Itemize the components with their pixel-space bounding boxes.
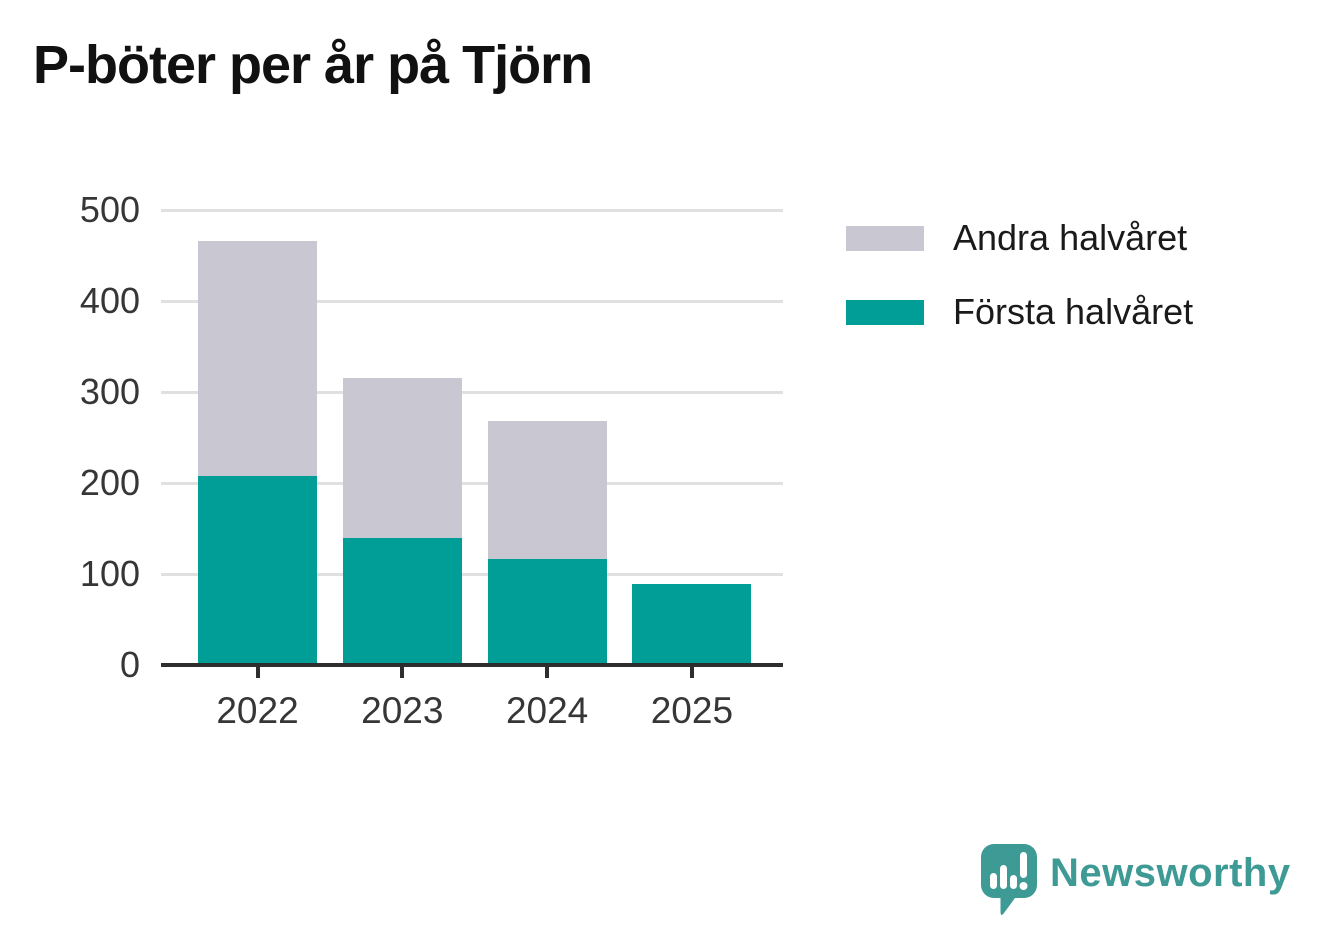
bar-segment-2024 (487, 421, 607, 560)
x-axis-tick (689, 667, 694, 678)
x-axis-tick-label: 2025 (650, 690, 734, 731)
bar-segment-2023 (342, 537, 462, 665)
bar-segment-2022 (198, 475, 317, 665)
brand-footer: Newsworthy (980, 843, 1291, 917)
gridline (161, 572, 783, 576)
x-axis-tick (545, 667, 550, 678)
newsworthy-logo-icon (981, 844, 1037, 915)
y-axis-tick-label: 300 (79, 371, 140, 412)
gridline (161, 390, 783, 394)
y-axis-tick-label: 500 (79, 189, 140, 230)
y-axis-tick-label: 400 (79, 280, 140, 321)
legend-label: Andra halvåret (953, 217, 1188, 258)
x-axis-tick-label: 2023 (361, 690, 444, 731)
chart-title: P-böter per år på Tjörn (33, 35, 593, 95)
y-axis-tick-label: 100 (79, 553, 140, 594)
legend-item: Andra halvåret (846, 217, 1193, 259)
bar-segment-2024 (487, 559, 607, 665)
legend-swatch (846, 299, 924, 325)
gridline (161, 299, 783, 303)
y-axis-tick-label: 0 (119, 644, 140, 685)
brand-name: Newsworthy (1050, 851, 1291, 895)
legend-label: Första halvåret (953, 291, 1194, 332)
x-axis-tick (400, 667, 405, 678)
y-axis-tick-label: 200 (79, 462, 140, 503)
bar-segment-2023 (342, 378, 462, 538)
x-axis-tick-label: 2024 (505, 690, 589, 731)
legend-swatch (846, 225, 924, 251)
legend-item: Första halvåret (846, 291, 1193, 333)
x-axis-tick (255, 667, 260, 678)
legend: Andra halvåret Första halvåret (846, 217, 1193, 333)
gridline (161, 208, 783, 212)
x-axis-tick-label: 2022 (216, 690, 299, 731)
bar-segment-2022 (198, 240, 317, 476)
x-axis-line (161, 663, 783, 667)
bar-segment-2025 (632, 584, 752, 665)
gridline (161, 481, 783, 485)
